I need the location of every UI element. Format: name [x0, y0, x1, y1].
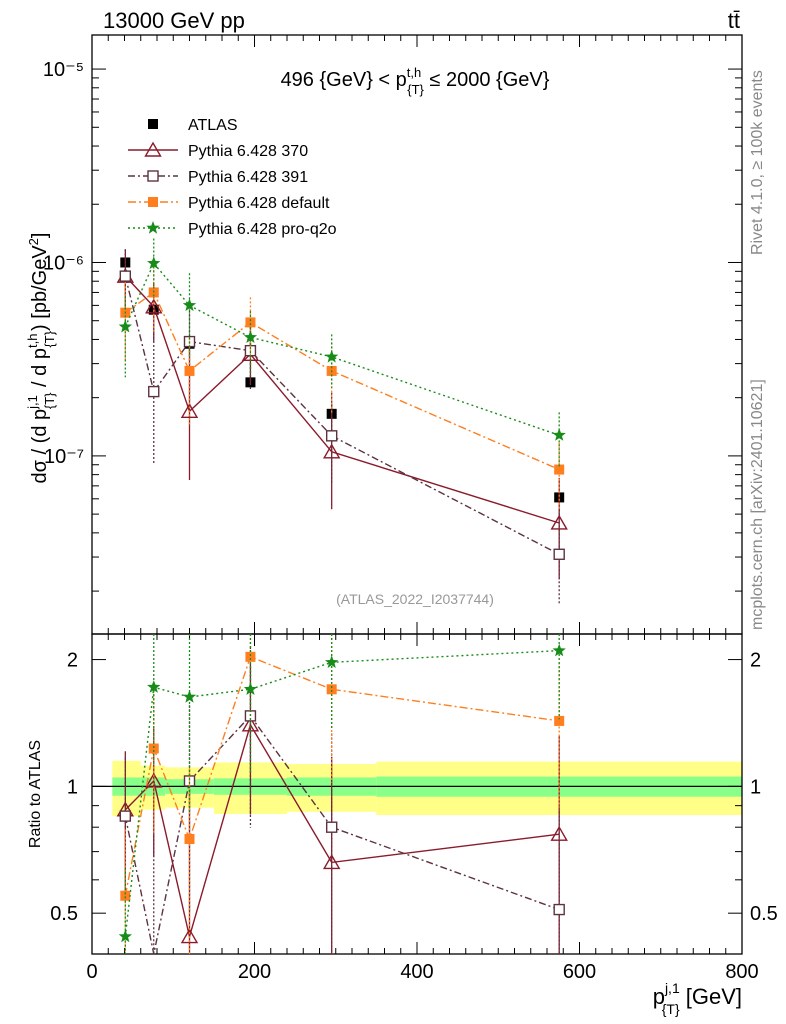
- x-tick-label: 400: [400, 961, 433, 983]
- header-right: tt̄: [728, 8, 740, 33]
- data-point: [180, 402, 199, 419]
- ratio-tick-label: 1: [67, 776, 78, 798]
- series-line: [124, 275, 560, 524]
- series-line: [124, 275, 560, 555]
- x-tick-label: 800: [725, 961, 758, 983]
- ratio-point: [554, 715, 565, 726]
- ratio-point: [120, 890, 131, 901]
- ratio-point: [180, 928, 199, 944]
- plot-title: 496 {GeV} < pt,h {T} ≤ 2000 {GeV}: [281, 65, 550, 97]
- header-left: 13000 GeV pp: [103, 8, 245, 33]
- ratio-tick-label: 0.5: [750, 903, 778, 925]
- ratio-point: [184, 834, 195, 845]
- ratio-point: [148, 743, 159, 754]
- ratio-point: [326, 684, 337, 695]
- legend-marker: [146, 221, 160, 234]
- x-tick-label: 0: [86, 961, 97, 983]
- mcplots-label: mcplots.cern.ch [arXiv:2401.10621]: [749, 379, 766, 630]
- data-point: [552, 428, 566, 441]
- data-point: [325, 430, 338, 442]
- data-point: [553, 548, 565, 560]
- series-pythia-6-428-pro-q2o: [118, 238, 566, 467]
- x-tick-label: 600: [563, 961, 596, 983]
- data-point: [182, 298, 197, 312]
- legend-marker: [148, 197, 158, 207]
- series-line: [124, 262, 560, 436]
- data-point: [554, 464, 565, 475]
- data-point: [119, 270, 132, 282]
- legend-label: Pythia 6.428 default: [188, 195, 330, 212]
- data-point: [148, 385, 160, 398]
- ratio-y-label: Ratio to ATLAS: [27, 740, 44, 848]
- y-tick-label: 10⁻⁵: [43, 59, 84, 81]
- axes-ticks: 0 200 400 600 800 10⁻⁷ 10⁻⁶ 10⁻⁵ 0.5 0.5 1 1 2 2: [43, 35, 778, 983]
- legend-label: Pythia 6.428 370: [188, 143, 308, 160]
- rivet-label: Rivet 4.1.0, ≥ 100k events: [749, 70, 766, 255]
- y-tick-label: 10⁻⁷: [44, 446, 84, 468]
- data-point: [118, 319, 132, 333]
- ratio-point: [325, 821, 338, 833]
- y-tick-label: 10⁻⁶: [43, 252, 84, 274]
- data-point: [245, 317, 256, 328]
- data-point: [184, 365, 195, 376]
- ratio-point: [553, 903, 565, 916]
- series-atlas: [120, 257, 565, 503]
- x-axis-label: pj,1 {T} [GeV]: [653, 980, 742, 1017]
- data-point: [550, 514, 568, 530]
- data-point: [147, 256, 161, 269]
- ratio-tick-label: 2: [750, 650, 761, 672]
- ratio-point: [118, 929, 132, 943]
- ratio-line: [124, 723, 560, 940]
- data-point: [325, 349, 339, 363]
- ratio-point: [322, 853, 341, 870]
- legend-label: Pythia 6.428 391: [188, 169, 308, 186]
- ratio-point: [325, 655, 339, 668]
- legend-label: ATLAS: [188, 117, 238, 134]
- legend-marker: [148, 119, 158, 129]
- ratio-point: [243, 682, 258, 695]
- legend-marker: [147, 170, 159, 182]
- ratio-point: [552, 643, 566, 657]
- ratio-point: [147, 680, 161, 693]
- ratio-line: [124, 655, 560, 896]
- ratio-tick-label: 1: [750, 776, 761, 798]
- ratio-point: [119, 810, 132, 822]
- data-point: [243, 330, 258, 343]
- ratio-pythia-6-428-pro-q2o: [118, 634, 566, 954]
- ratio-tick-label: 0.5: [50, 903, 78, 925]
- series-pythia-6-428-370: [116, 249, 568, 580]
- legend-label: Pythia 6.428 pro-q2o: [188, 221, 337, 238]
- data-point: [145, 298, 163, 314]
- x-tick-label: 200: [238, 961, 271, 983]
- watermark: (ATLAS_2022_I2037744): [336, 591, 494, 607]
- ratio-point: [245, 651, 256, 662]
- legend-marker: [144, 141, 162, 157]
- data-series: [116, 238, 568, 955]
- series-line: [124, 291, 560, 471]
- ratio-tick-label: 2: [67, 650, 78, 672]
- ratio-point: [182, 690, 197, 703]
- legend: ATLAS Pythia 6.428 370 Pythia 6.428 391 Pyt…: [128, 117, 337, 238]
